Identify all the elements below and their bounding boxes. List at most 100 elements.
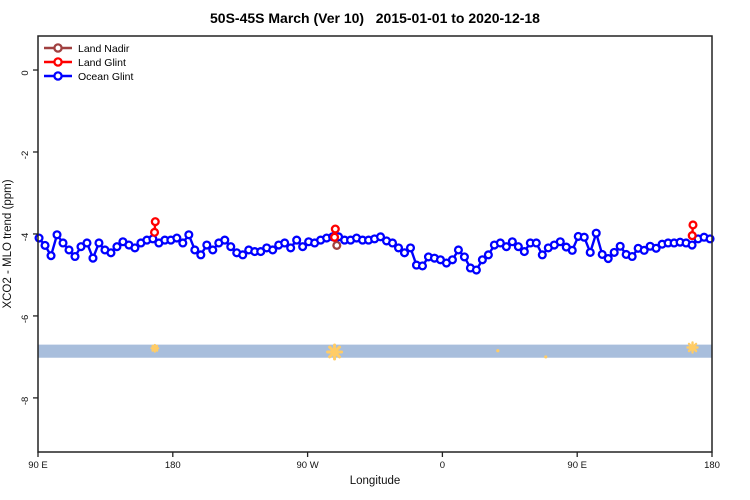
legend-label: Land Nadir — [78, 43, 130, 55]
x-tick-label: 180 — [165, 460, 181, 471]
data-point — [298, 242, 308, 252]
legend-marker — [53, 71, 63, 81]
data-point — [106, 248, 116, 258]
data-point — [286, 243, 296, 253]
orange-mark — [150, 343, 160, 353]
orange-dot — [496, 349, 500, 353]
y-tick-label: 0 — [20, 70, 31, 75]
data-point — [184, 230, 194, 240]
data-point — [483, 250, 493, 260]
highlight-band — [38, 344, 712, 358]
data-point — [64, 245, 74, 255]
y-tick-label: -4 — [20, 233, 31, 241]
data-point — [178, 238, 188, 248]
plot-border — [37, 35, 713, 453]
data-point — [52, 230, 62, 240]
orange-mark — [686, 341, 699, 354]
data-point — [579, 232, 589, 242]
data-point — [393, 243, 404, 253]
orange-mark — [496, 349, 500, 353]
land-glint-series — [149, 217, 698, 242]
data-point — [150, 217, 160, 227]
data-point — [405, 243, 416, 253]
data-point — [82, 238, 92, 248]
data-point — [585, 247, 595, 257]
data-point — [688, 220, 698, 230]
data-point — [417, 261, 428, 271]
y-tick-label: -6 — [20, 315, 31, 323]
legend-marker — [53, 57, 63, 67]
data-point — [94, 238, 104, 248]
data-point — [268, 245, 278, 255]
data-point — [332, 240, 342, 250]
x-tick-label: 90 W — [297, 460, 319, 471]
data-point — [375, 232, 386, 242]
data-point — [591, 228, 601, 238]
data-point — [387, 238, 398, 248]
data-point — [226, 242, 236, 252]
data-point — [196, 250, 206, 260]
data-point — [330, 232, 340, 242]
data-point — [687, 240, 697, 250]
data-point — [292, 235, 302, 245]
orange-star-arm — [687, 342, 698, 353]
x-tick-label: 180 — [704, 460, 720, 471]
x-tick-label: 90 E — [567, 460, 587, 471]
data-point — [531, 238, 541, 248]
data-point — [555, 237, 565, 247]
data-point — [46, 251, 56, 261]
data-point — [70, 251, 80, 262]
legend-label: Land Glint — [78, 57, 126, 69]
x-axis-title: Longitude — [350, 475, 401, 487]
data-point — [471, 265, 481, 275]
data-point — [40, 240, 50, 250]
data-point — [513, 242, 523, 252]
data-point — [687, 231, 697, 241]
data-point — [603, 253, 613, 264]
data-point — [459, 252, 469, 262]
data-point — [615, 241, 625, 251]
data-point — [34, 233, 44, 243]
data-point — [58, 238, 68, 248]
data-point — [639, 245, 649, 255]
chart-title: 50S-45S March (Ver 10) 2015-01-01 to 202… — [210, 10, 540, 26]
data-point — [130, 243, 140, 253]
data-point — [453, 245, 463, 255]
orange-dot — [544, 355, 548, 359]
orange-mark — [544, 355, 548, 359]
y-axis-title: XCO2 - MLO trend (ppm) — [2, 179, 14, 308]
x-tick-label: 90 E — [28, 460, 48, 471]
orange-mark — [326, 343, 344, 361]
data-point — [112, 242, 122, 252]
data-point — [651, 243, 661, 253]
data-point — [399, 248, 410, 258]
plot-dynamic-content: 90 E 180 90 W 0 90 E 180 0 -2 -4 -6 -8 Land Nadir La… — [20, 35, 720, 471]
ocean-glint-series — [34, 228, 715, 275]
data-point — [330, 224, 340, 234]
legend-item: Land Nadir — [44, 43, 130, 55]
data-point — [627, 251, 637, 262]
legend-label: Ocean Glint — [78, 71, 134, 83]
data-point — [190, 245, 200, 255]
data-point — [220, 235, 230, 245]
data-point — [238, 250, 248, 260]
data-point — [280, 238, 290, 248]
data-point — [202, 240, 212, 250]
data-point — [597, 249, 607, 260]
data-point — [537, 250, 547, 260]
legend-item: Land Glint — [44, 57, 126, 69]
data-point — [88, 253, 98, 263]
y-tick-label: -2 — [20, 151, 31, 159]
orange-star-arm — [151, 344, 159, 352]
y-tick-label: -8 — [20, 397, 31, 405]
data-point — [149, 227, 160, 237]
data-point — [507, 237, 517, 247]
data-point — [447, 255, 457, 265]
data-point — [567, 245, 577, 255]
legend-marker — [53, 43, 63, 53]
data-point — [609, 247, 619, 257]
data-point — [172, 233, 182, 243]
orange-star-arm — [328, 345, 342, 359]
